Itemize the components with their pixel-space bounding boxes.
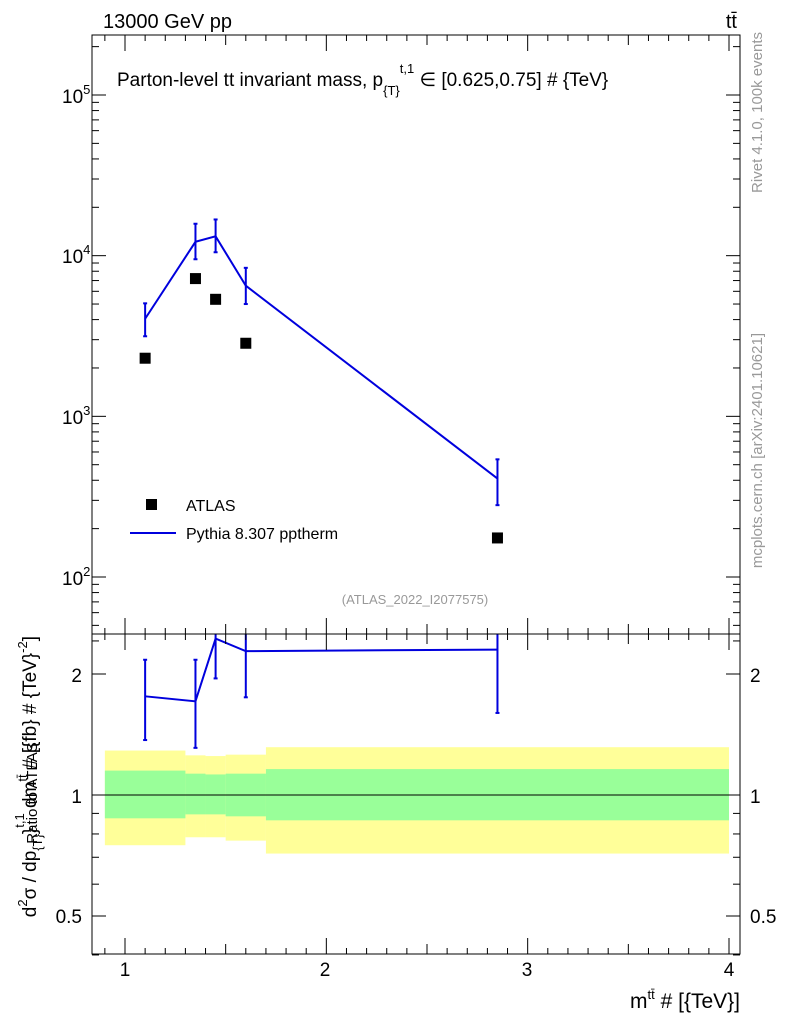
ratio-ytick-label-right-0.5: 0.5 [750,907,776,928]
ratio-ytick-label-right-2: 2 [750,666,761,687]
xtick-label-2: 2 [320,960,331,981]
main-plot-title: Parton-level tt invariant mass, p{T}t,1 … [117,61,608,98]
process-label: tt̄ [726,11,738,33]
rivet-version-label: Rivet 4.1.0, 100k events [749,32,766,193]
ratio-ytick-label-right-1: 1 [750,787,761,808]
ratio-plot-frame [91,633,741,955]
legend-marker-atlas [146,499,157,510]
ratio-band-stat-2 [205,774,226,815]
main-mc-series [143,218,500,507]
main-mc-line [144,235,499,480]
data-point-atlas-2 [210,293,222,305]
ratio-ytick-label-0.5: 0.5 [56,907,82,928]
ratio-ytick-label-2: 2 [71,666,82,687]
main-data-series [139,273,503,544]
ratio-y-axis-title: Ratio to ATLAS [24,742,41,843]
xtick-label-3: 3 [522,960,533,981]
mcplots-source-label: mcplots.cern.ch [arXiv:2401.10621] [749,333,766,568]
data-point-atlas-0 [139,352,151,364]
xtick-label-4: 4 [724,960,735,981]
ratio-mc-series [143,634,500,749]
main-y-axis-title-text: d2σ / dp{T}}t,1 dmtt̄ # [{fb} # {TeV}-2] [12,636,45,917]
data-point-atlas-3 [240,337,252,349]
ratio-band-stat-0 [104,770,186,819]
main-plot-frame [91,34,741,635]
main-ytick-label-1e4: 104 [62,242,90,268]
main-y-axis-title: d2σ / dp{T}}t,1 dmtt̄ # [{fb} # {TeV}-2] [12,636,45,917]
ratio-band-stat-1 [185,773,206,815]
ratio-mc-line [145,637,498,703]
main-ytick-label-1e2: 102 [62,564,90,590]
main-ytick-label-1e5: 105 [62,82,90,108]
main-ytick-label-1e3: 103 [62,403,90,429]
ratio-ytick-label-1: 1 [71,787,82,808]
axis-ticks [92,35,740,956]
beam-label: 13000 GeV pp [103,11,232,33]
legend-label-atlas: ATLAS [186,498,236,515]
data-point-atlas-4 [491,532,503,544]
data-point-atlas-1 [189,273,201,285]
analysis-id-annotation: (ATLAS_2022_I2077575) [342,592,488,607]
xtick-label-1: 1 [120,960,131,981]
legend-label-pythia: Pythia 8.307 pptherm [186,526,338,543]
x-axis-title: mtt̄ # [{TeV}] [630,987,740,1013]
